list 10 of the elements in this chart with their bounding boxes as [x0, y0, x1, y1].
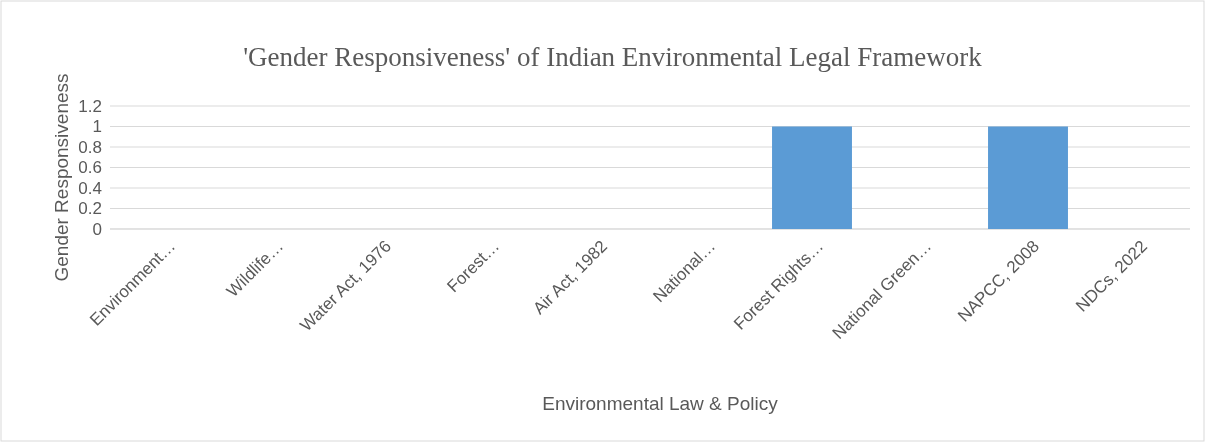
y-axis-title: Gender Responsiveness: [51, 73, 72, 282]
y-tick-label: 0.8: [78, 137, 102, 157]
y-tick-label: 1: [92, 117, 102, 137]
y-tick-label: 0.2: [78, 199, 102, 219]
x-axis-title: Environmental Law & Policy: [542, 393, 779, 414]
y-tick-label: 1.2: [78, 96, 102, 116]
y-tick-label: 0.4: [78, 178, 102, 198]
y-tick-label: 0.6: [78, 158, 102, 178]
y-tick-label: 0: [92, 219, 102, 239]
chart-title: 'Gender Responsiveness' of Indian Environmental Legal Framework: [243, 42, 983, 72]
